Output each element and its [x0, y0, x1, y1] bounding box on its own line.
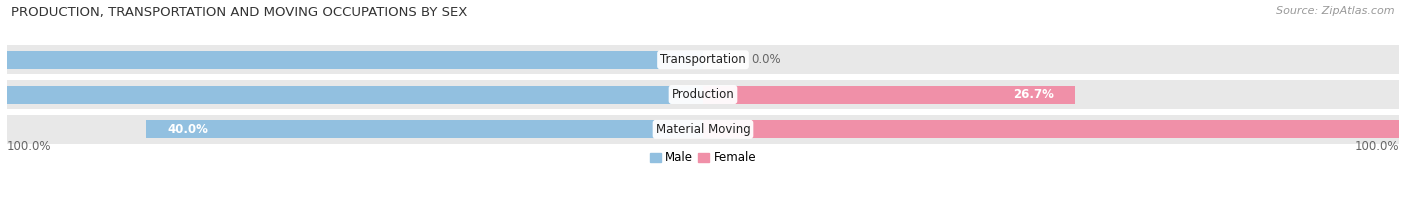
Bar — [7, 45, 1399, 74]
Bar — [0, 85, 703, 104]
Text: 26.7%: 26.7% — [1012, 88, 1053, 101]
Text: Transportation: Transportation — [661, 53, 745, 66]
Text: Material Moving: Material Moving — [655, 123, 751, 136]
Text: 100.0%: 100.0% — [1354, 140, 1399, 153]
Text: 100.0%: 100.0% — [7, 140, 52, 153]
Bar — [703, 120, 1406, 138]
Bar — [146, 120, 703, 138]
Text: Production: Production — [672, 88, 734, 101]
Bar — [0, 51, 703, 69]
Text: 0.0%: 0.0% — [752, 53, 782, 66]
Legend: Male, Female: Male, Female — [645, 147, 761, 169]
Bar — [7, 115, 1399, 144]
Text: PRODUCTION, TRANSPORTATION AND MOVING OCCUPATIONS BY SEX: PRODUCTION, TRANSPORTATION AND MOVING OC… — [11, 6, 468, 19]
Text: 40.0%: 40.0% — [167, 123, 208, 136]
Text: Source: ZipAtlas.com: Source: ZipAtlas.com — [1277, 6, 1395, 16]
Bar — [703, 85, 1074, 104]
Bar — [7, 80, 1399, 109]
